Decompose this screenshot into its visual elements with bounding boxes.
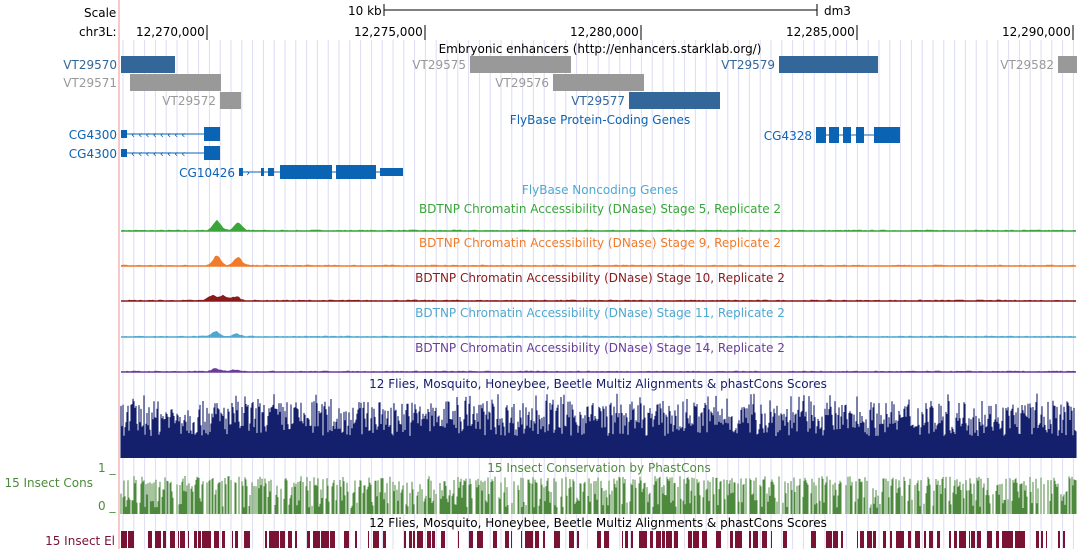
chrom-label: chr3L: bbox=[79, 25, 117, 39]
dnase-stage14-signal[interactable] bbox=[121, 368, 1076, 373]
ruler-tick-label: 12,280,000 bbox=[570, 25, 639, 39]
ruler-tick: 12,290,000 bbox=[1002, 25, 1074, 40]
gene-label[interactable]: CG10426 bbox=[179, 166, 235, 180]
enhancer-label[interactable]: VT29579 bbox=[721, 58, 775, 72]
noncoding-track-title[interactable]: FlyBase Noncoding Genes bbox=[522, 183, 678, 197]
ruler-tick: 12,270,000 bbox=[136, 25, 208, 40]
gene-exon bbox=[336, 165, 376, 179]
gene-exon bbox=[829, 127, 839, 143]
dnase-stage14-title[interactable]: BDTNP Chromatin Accessibility (DNase) St… bbox=[415, 341, 785, 355]
elements-side-label[interactable]: 15 Insect El bbox=[45, 534, 115, 548]
enhancer-block[interactable] bbox=[130, 74, 221, 91]
gene-exon bbox=[380, 168, 403, 176]
gene-exon bbox=[843, 127, 851, 143]
gene-exon bbox=[280, 165, 332, 179]
gene-exon bbox=[816, 127, 826, 143]
enhancer-label[interactable]: VT29572 bbox=[162, 94, 216, 108]
dnase-stage10-title[interactable]: BDTNP Chromatin Accessibility (DNase) St… bbox=[415, 271, 785, 285]
gene-utr bbox=[121, 149, 127, 157]
dnase-stage11-signal[interactable] bbox=[121, 331, 1076, 338]
gene-exon bbox=[268, 168, 274, 176]
dnase-stage11-title[interactable]: BDTNP Chromatin Accessibility (DNase) St… bbox=[415, 306, 785, 320]
gene-label[interactable]: CG4300 bbox=[69, 128, 117, 142]
enhancer-feature[interactable]: VT29582 bbox=[1000, 56, 1077, 73]
gene-exon bbox=[874, 127, 900, 143]
enhancer-label[interactable]: VT29575 bbox=[412, 58, 466, 72]
gene-label[interactable]: CG4300 bbox=[69, 147, 117, 161]
multiz-track-title[interactable]: 12 Flies, Mosquito, Honeybee, Beetle Mul… bbox=[369, 377, 827, 391]
enhancer-block[interactable] bbox=[1058, 56, 1077, 73]
enhancer-label[interactable]: VT29571 bbox=[63, 76, 117, 90]
enhancer-feature[interactable]: VT29572 bbox=[162, 92, 241, 109]
enhancer-block[interactable] bbox=[779, 56, 878, 73]
enhancer-label[interactable]: VT29577 bbox=[571, 94, 625, 108]
gene-exon bbox=[204, 127, 220, 141]
ruler-tick: 12,280,000 bbox=[570, 25, 642, 40]
gene-exon bbox=[856, 127, 864, 143]
ruler-tick-label: 12,290,000 bbox=[1002, 25, 1071, 39]
strand-arrows: ‹ ‹ ‹ ‹ ‹ ‹ ‹ ‹ ‹ bbox=[124, 130, 185, 141]
enhancer-block[interactable] bbox=[629, 92, 720, 109]
phastcons-axis-min: 0 _ bbox=[98, 499, 116, 513]
ruler-tick: 12,285,000 bbox=[786, 25, 858, 40]
enhancer-label[interactable]: VT29582 bbox=[1000, 58, 1054, 72]
dnase-stage9-title[interactable]: BDTNP Chromatin Accessibility (DNase) St… bbox=[419, 236, 781, 250]
gene-exon bbox=[204, 146, 220, 160]
gene-exon bbox=[261, 168, 264, 176]
enhancer-feature[interactable]: VT29579 bbox=[721, 56, 878, 73]
dnase-stage10-signal[interactable] bbox=[121, 294, 1076, 302]
phastcons-axis-max: 1 _ bbox=[98, 461, 116, 475]
scale-bar-label: 10 kb bbox=[348, 4, 382, 18]
strand-arrows: ‹ ‹ ‹ ‹ ‹ ‹ ‹ ‹ ‹ bbox=[124, 149, 185, 160]
enhancer-feature[interactable]: VT29571 bbox=[63, 74, 221, 91]
enhancer-block[interactable] bbox=[553, 74, 644, 91]
coding-genes-track-title[interactable]: FlyBase Protein-Coding Genes bbox=[510, 113, 690, 127]
enhancer-feature[interactable]: VT29570 bbox=[63, 56, 175, 73]
enhancer-feature[interactable]: VT29577 bbox=[571, 92, 720, 109]
gene-utr bbox=[121, 130, 127, 138]
gene-feature[interactable]: CG4328 bbox=[764, 127, 900, 143]
phastcons-side-label[interactable]: 15 Insect Cons bbox=[4, 476, 93, 490]
phastcons-track-title[interactable]: 15 Insect Conservation by PhastCons bbox=[487, 461, 710, 475]
enhancer-block[interactable] bbox=[470, 56, 571, 73]
ruler-tick-label: 12,285,000 bbox=[786, 25, 855, 39]
enhancer-label[interactable]: VT29576 bbox=[495, 76, 549, 90]
conserved-elements-blocks[interactable] bbox=[121, 531, 1065, 548]
phastcons-signal[interactable] bbox=[120, 476, 1077, 514]
enhancer-block[interactable] bbox=[220, 92, 241, 109]
gene-feature[interactable]: CG4300 ‹ ‹ ‹ ‹ ‹ ‹ ‹ ‹ ‹ bbox=[69, 146, 220, 161]
enhancer-feature[interactable]: VT29576 bbox=[495, 74, 644, 91]
assembly-label: dm3 bbox=[824, 4, 851, 18]
gene-feature[interactable]: CG4300 ‹ ‹ ‹ ‹ ‹ ‹ ‹ ‹ ‹ bbox=[69, 127, 220, 142]
enhancer-block[interactable] bbox=[121, 56, 175, 73]
enhancer-track-title[interactable]: Embryonic enhancers (http://enhancers.st… bbox=[439, 42, 762, 56]
ruler-tick-label: 12,270,000 bbox=[136, 25, 205, 39]
multiz-conservation-signal[interactable] bbox=[120, 393, 1077, 458]
scale-label: Scale bbox=[84, 6, 116, 20]
strand-arrows: › bbox=[246, 168, 250, 179]
gene-feature[interactable]: CG10426 › bbox=[179, 165, 403, 180]
gene-exon bbox=[239, 168, 243, 176]
dnase-stage9-signal[interactable] bbox=[121, 255, 1076, 267]
dnase-stage5-signal[interactable] bbox=[121, 219, 1076, 232]
ruler-tick: 12,275,000 bbox=[354, 25, 426, 40]
gene-label[interactable]: CG4328 bbox=[764, 129, 812, 143]
elements-track-title[interactable]: 12 Flies, Mosquito, Honeybee, Beetle Mul… bbox=[369, 516, 827, 530]
ruler-tick-label: 12,275,000 bbox=[354, 25, 423, 39]
enhancer-label[interactable]: VT29570 bbox=[63, 58, 117, 72]
enhancer-feature[interactable]: VT29575 bbox=[412, 56, 571, 73]
dnase-stage5-title[interactable]: BDTNP Chromatin Accessibility (DNase) St… bbox=[419, 202, 781, 216]
